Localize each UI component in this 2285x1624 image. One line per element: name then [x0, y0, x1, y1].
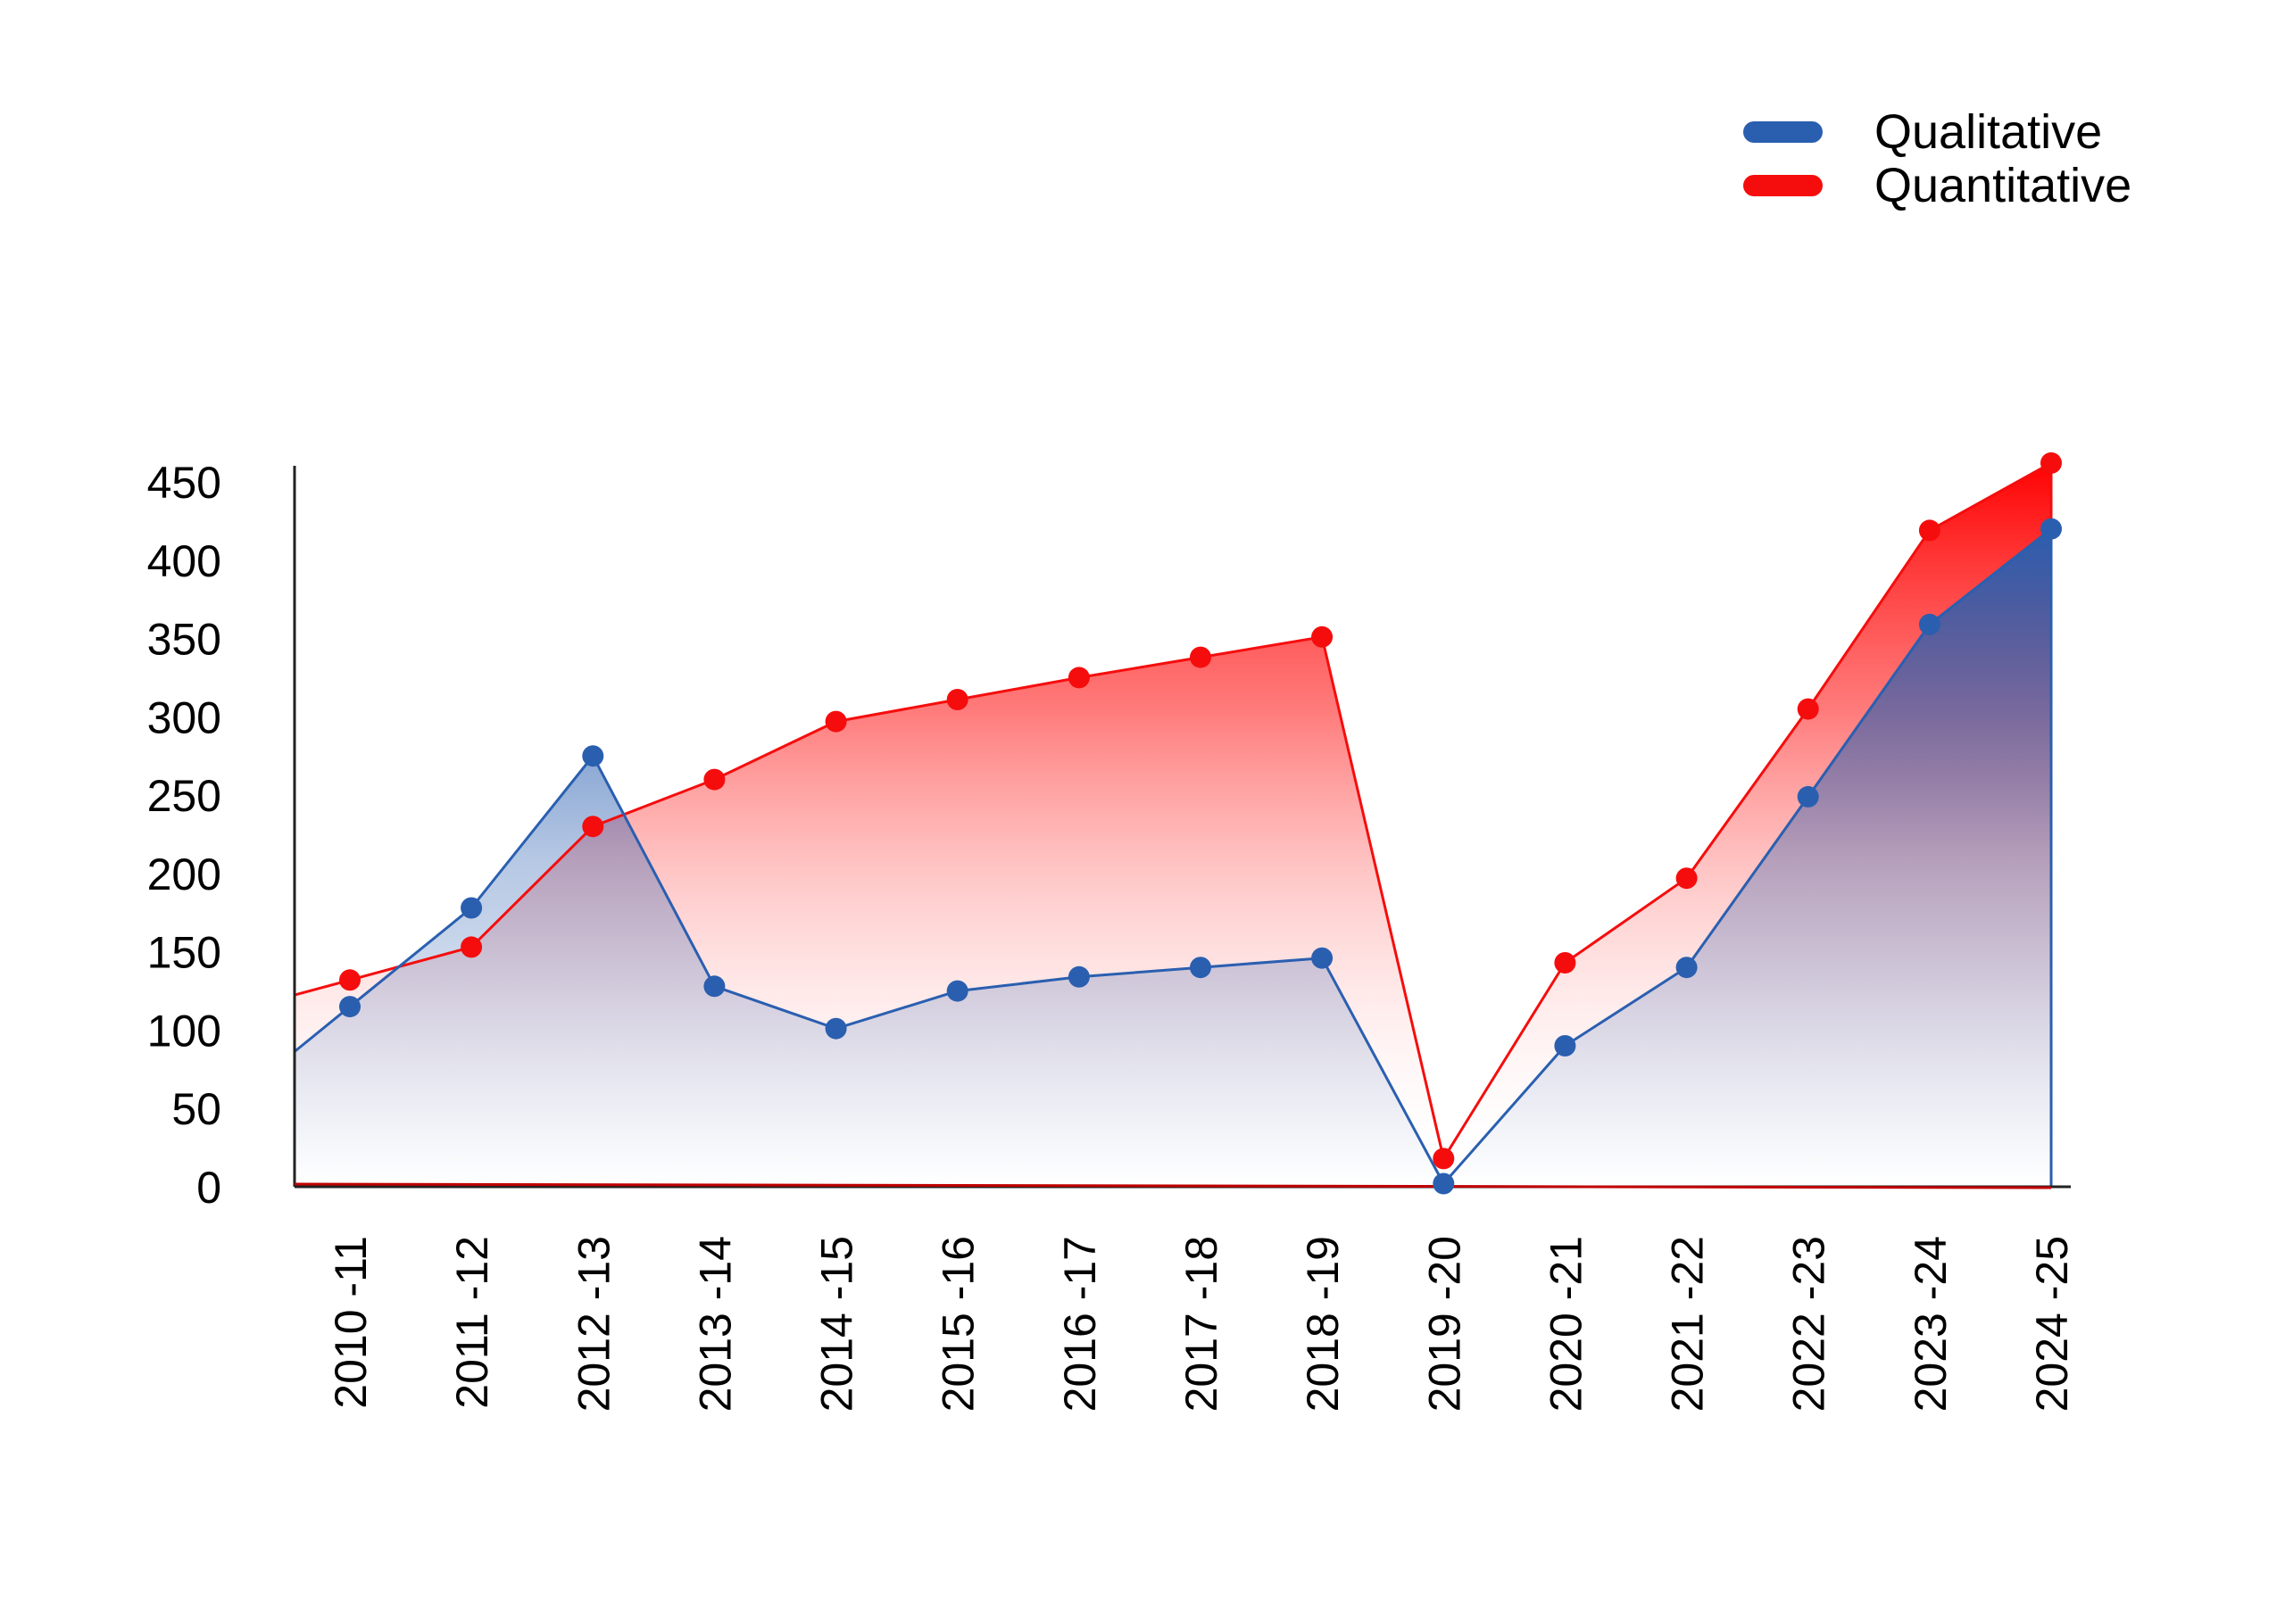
x-tick-label: 2014 -15 [812, 1236, 862, 1412]
x-tick-label: 2012 -13 [569, 1236, 619, 1412]
quantitative-point [461, 936, 483, 958]
x-tick-label: 2021 -22 [1663, 1236, 1713, 1412]
y-tick-label: 400 [147, 536, 221, 586]
legend-label-qualitative: Qualitative [1874, 105, 2102, 159]
qualitative-point [339, 996, 361, 1018]
x-tick-label: 2018 -19 [1298, 1236, 1348, 1412]
qualitative-point [1433, 1172, 1455, 1195]
y-tick-label: 50 [171, 1084, 221, 1134]
qualitative-point [1797, 785, 1819, 808]
quantitative-point [1311, 626, 1334, 648]
series-areas [295, 462, 2051, 1187]
legend-label-quantitative: Quantitative [1874, 159, 2131, 212]
quantitative-point [1675, 867, 1698, 890]
quantitative-point [582, 816, 604, 838]
y-tick-label: 300 [147, 692, 221, 742]
y-tick-label: 100 [147, 1006, 221, 1056]
y-tick-label: 350 [147, 615, 221, 665]
qualitative-point [825, 1017, 847, 1040]
qualitative-point [703, 975, 726, 998]
x-tick-label: 2016 -17 [1055, 1236, 1105, 1412]
qualitative-point [1675, 957, 1698, 979]
y-axis-tick-labels: 0 50 100 150 200 250 300 350 400 450 [147, 458, 221, 1213]
x-tick-label: 2024 -25 [2027, 1236, 2077, 1412]
quantitative-point [2040, 452, 2062, 474]
y-tick-label: 250 [147, 771, 221, 821]
x-tick-label: 2013 -14 [690, 1236, 740, 1412]
qualitative-point [1311, 947, 1334, 969]
axes [293, 466, 2071, 1189]
qualitative-point [946, 980, 968, 1002]
x-axis-tick-labels: 2010 -11 2011 -12 2012 -13 2013 -14 2014 -15… [326, 1236, 2077, 1412]
x-tick-label: 2019 -20 [1419, 1236, 1469, 1412]
x-tick-label: 2011 -12 [447, 1236, 497, 1409]
x-tick-label: 2015 -16 [934, 1236, 984, 1412]
qualitative-point [1918, 613, 1940, 635]
x-tick-label: 2020 -21 [1541, 1236, 1591, 1412]
y-tick-label: 200 [147, 849, 221, 899]
quantitative-point [1797, 698, 1819, 720]
quantitative-point [1918, 519, 1940, 542]
y-tick-label: 0 [196, 1163, 221, 1213]
y-tick-label: 450 [147, 458, 221, 508]
y-tick-label: 150 [147, 928, 221, 978]
x-tick-label: 2023 -24 [1906, 1236, 1956, 1412]
qualitative-point [582, 745, 604, 767]
qualitative-area [295, 528, 2051, 1187]
x-tick-label: 2022 -23 [1784, 1236, 1834, 1412]
quantitative-point [1433, 1148, 1455, 1170]
x-tick-label: 2017 -18 [1176, 1236, 1226, 1412]
quantitative-baseline [294, 1182, 2052, 1189]
quantitative-point [1554, 952, 1576, 974]
quantitative-point [339, 969, 361, 991]
qualitative-point [1190, 957, 1211, 979]
qualitative-point [461, 897, 483, 919]
quantitative-point [703, 768, 726, 791]
quantitative-point [1190, 646, 1211, 668]
qualitative-point [2040, 518, 2062, 540]
quantitative-point [825, 710, 847, 733]
x-tick-label: 2010 -11 [326, 1236, 376, 1409]
quantitative-point [946, 689, 968, 710]
qualitative-point [1068, 965, 1090, 988]
data-points [339, 452, 2062, 1195]
qualitative-point [1554, 1035, 1576, 1056]
quantitative-point [1068, 667, 1090, 689]
